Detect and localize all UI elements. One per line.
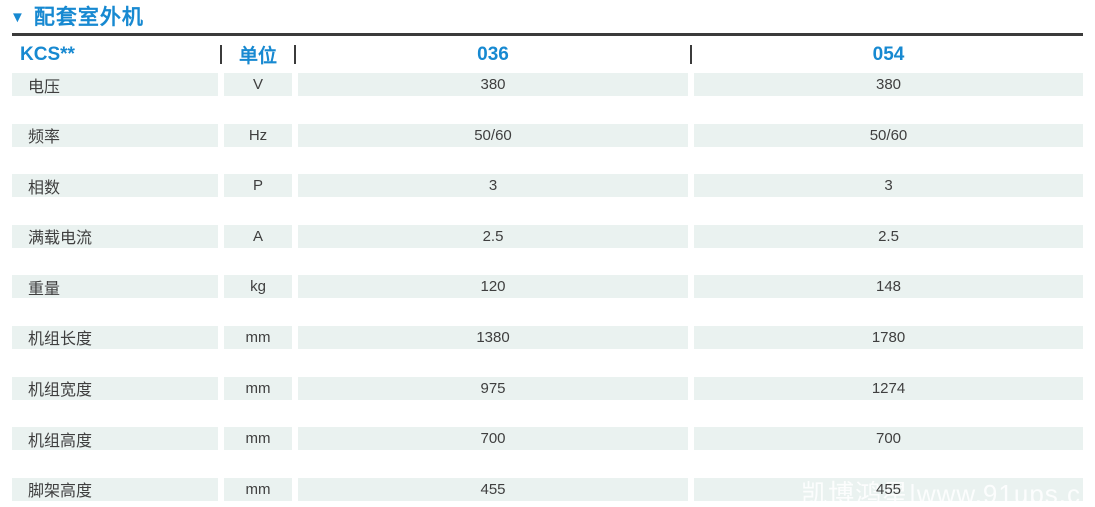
table-row: 重量 kg 120 148 [12,275,1083,299]
row-value-054-cell: 2.5 [694,224,1083,248]
row-value-036: 700 [480,430,506,448]
row-label-cell: 机组高度 [12,427,218,451]
row-value-036: 455 [480,480,506,498]
row-unit: A [252,227,263,245]
table-row: 机组长度 mm 1380 1780 [12,325,1083,349]
header-model: KCS** [20,43,75,65]
page-title: 配套室外机 [33,6,144,29]
section-title: ▼ 配套室外机 [10,1,144,31]
row-value-036-cell: 700 [298,427,688,451]
row-value-054: 455 [875,480,902,498]
row-label: 重量 [28,280,61,298]
row-label-cell: 相数 [12,174,218,198]
row-value-036: 1380 [476,328,510,346]
row-unit-cell: P [224,174,292,198]
table-top-border [12,33,1083,36]
row-value-036-cell: 2.5 [298,224,688,248]
row-label: 满载电流 [28,230,93,248]
row-label-cell: 机组宽度 [12,376,218,400]
row-label-cell: 脚架高度 [12,477,218,501]
row-value-054: 50/60 [869,126,908,144]
row-value-036-cell: 975 [298,376,688,400]
row-label: 脚架高度 [28,483,93,501]
row-value-054-cell: 3 [694,174,1083,198]
header-unit: 单位 [238,46,277,67]
row-unit-cell: Hz [224,123,292,147]
row-unit: mm [245,328,271,346]
row-unit: mm [245,430,271,448]
row-value-054: 1780 [871,328,906,346]
row-value-054: 3 [884,177,893,195]
table-body: 电压 V 380 380 频率 Hz 50/60 50/60 [12,73,1083,501]
row-value-054: 148 [875,278,902,296]
row-unit: V [252,76,263,93]
table-row: 相数 P 3 3 [12,174,1083,198]
header-separator-icon [220,45,222,64]
row-label-cell: 满载电流 [12,224,218,248]
row-value-036: 120 [480,278,506,296]
header-col-036: 036 [477,43,509,65]
row-value-054-cell: 1780 [694,325,1083,349]
table-row: 机组宽度 mm 975 1274 [12,376,1083,400]
row-label: 相数 [28,179,61,197]
table-row: 满载电流 A 2.5 2.5 [12,224,1083,248]
row-value-054: 380 [875,76,902,93]
row-unit: P [252,177,263,195]
row-label-cell: 电压 [12,73,218,96]
row-unit: Hz [248,126,268,144]
row-unit: mm [245,480,271,498]
row-unit-cell: mm [224,376,292,400]
triangle-down-icon: ▼ [10,8,25,26]
header-separator-icon [690,45,692,64]
table-header-row: KCS** 单位 036 054 [12,36,1083,73]
row-unit-cell: kg [224,275,292,299]
header-separator-icon [294,45,296,64]
row-value-036-cell: 3 [298,174,688,198]
row-value-054: 700 [875,430,902,448]
row-value-054-cell: 700 [694,427,1083,451]
row-value-054-cell: 1274 [694,376,1083,400]
row-unit: mm [245,379,271,397]
table-row: 脚架高度 mm 455 455 [12,477,1083,501]
row-value-054-cell: 148 [694,275,1083,299]
row-value-054: 1274 [871,379,906,397]
row-label: 机组宽度 [28,382,93,400]
spec-table: KCS** 单位 036 054 电压 V 380 380 频率 [12,33,1083,501]
table-row: 机组高度 mm 700 700 [12,427,1083,451]
row-value-036: 2.5 [482,227,504,245]
row-value-036: 3 [488,177,498,195]
row-value-054-cell: 50/60 [694,123,1083,147]
row-unit-cell: A [224,224,292,248]
row-value-054-cell: 455 [694,477,1083,501]
watermark: 凯博鸿星|www.91ups.c [801,479,1081,507]
row-value-036-cell: 455 [298,477,688,501]
row-value-036-cell: 50/60 [298,123,688,147]
row-label-cell: 重量 [12,275,218,299]
row-value-054: 2.5 [878,227,899,245]
row-value-036-cell: 1380 [298,325,688,349]
row-unit-cell: mm [224,325,292,349]
row-label: 频率 [28,129,61,147]
row-value-036: 975 [480,379,506,397]
row-label: 机组高度 [28,432,93,450]
row-unit-cell: V [224,73,292,96]
row-label-cell: 机组长度 [12,325,218,349]
row-value-054-cell: 380 [694,73,1083,96]
row-unit-cell: mm [224,477,292,501]
row-value-036-cell: 120 [298,275,688,299]
row-label: 电压 [28,78,61,96]
header-col-054: 054 [872,43,905,65]
row-unit-cell: mm [224,427,292,451]
table-row: 频率 Hz 50/60 50/60 [12,123,1083,147]
row-unit: kg [250,278,266,296]
row-label: 机组长度 [28,331,93,349]
row-value-036: 50/60 [474,126,512,144]
row-value-036: 380 [480,76,506,93]
row-label-cell: 频率 [12,123,218,147]
table-row: 电压 V 380 380 [12,73,1083,96]
row-value-036-cell: 380 [298,73,688,96]
